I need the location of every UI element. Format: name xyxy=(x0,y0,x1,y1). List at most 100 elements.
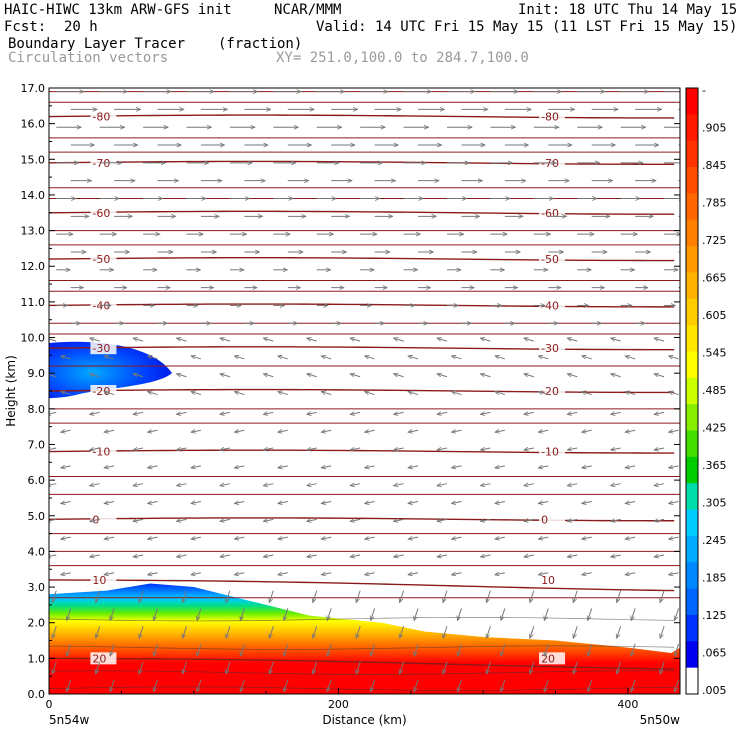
wind-vector xyxy=(394,484,404,486)
wind-vector xyxy=(588,608,593,620)
wind-vector xyxy=(176,448,187,450)
wind-vector xyxy=(669,502,679,504)
wind-vector xyxy=(625,537,636,539)
wind-vector xyxy=(176,519,187,521)
colorbar-swatch xyxy=(686,140,698,168)
wind-vector xyxy=(176,338,187,341)
wind-vector xyxy=(104,537,115,539)
wind-vector xyxy=(611,484,621,486)
wind-vector xyxy=(617,590,622,603)
wind-vector xyxy=(61,537,71,539)
wind-vector xyxy=(669,537,679,539)
wind-vector xyxy=(220,519,231,521)
contour-label: 0 xyxy=(541,513,548,526)
colorbar-swatch xyxy=(686,483,698,511)
wind-vector xyxy=(133,484,144,486)
y-tick-label: 12.0 xyxy=(21,260,46,273)
wind-vector xyxy=(139,626,144,638)
wind-vector xyxy=(371,679,376,692)
y-tick-label: 3.0 xyxy=(28,581,46,594)
wind-vector xyxy=(631,643,636,656)
colorbar-label: .725 xyxy=(702,234,727,247)
wind-vector xyxy=(669,430,679,432)
colorbar-swatch xyxy=(686,588,698,616)
wind-vector xyxy=(495,430,505,432)
wind-vector xyxy=(321,356,332,359)
colorbar-frame xyxy=(685,87,699,695)
colorbar-label: .605 xyxy=(702,309,727,322)
wind-vector xyxy=(669,356,679,359)
wind-vector xyxy=(573,590,578,603)
wind-vector xyxy=(263,555,274,557)
x-axis-label: Distance (km) xyxy=(322,713,406,727)
wind-vector xyxy=(307,555,317,557)
colorbar-swatch xyxy=(686,272,698,300)
init-time: Init: 18 UTC Thu 14 May 15 xyxy=(518,2,738,18)
wind-vector xyxy=(133,374,144,377)
wind-vector xyxy=(321,430,332,432)
contour-label: -40 xyxy=(541,299,559,312)
isotherm-contour xyxy=(49,114,675,119)
wind-vector xyxy=(582,392,592,395)
wind-vector xyxy=(480,448,491,450)
wind-vector xyxy=(654,338,665,341)
wind-vector xyxy=(365,392,375,395)
wind-vector xyxy=(220,484,231,486)
contour-label: -50 xyxy=(92,253,110,266)
wind-vector xyxy=(313,590,318,603)
wind-vector xyxy=(220,374,231,377)
colorbar: - .905 .845 .785 .725 .665 .605 .545 .485 .425 .36… xyxy=(685,84,727,697)
wind-vector xyxy=(495,502,505,504)
wind-vector xyxy=(90,374,100,377)
wind-vector xyxy=(660,590,665,603)
wind-vector xyxy=(400,661,405,674)
wind-vector xyxy=(451,392,462,395)
wind-vector xyxy=(631,679,636,692)
wind-vector xyxy=(61,573,71,575)
wind-vector xyxy=(625,466,636,468)
wind-vector xyxy=(437,374,448,377)
wind-vector xyxy=(437,555,448,557)
wind-vector xyxy=(96,626,101,638)
wind-vector xyxy=(611,412,621,414)
wind-vector xyxy=(567,412,578,414)
wind-vector xyxy=(625,356,636,359)
wind-vector xyxy=(110,608,115,620)
wind-vector xyxy=(313,626,318,638)
y-tick-label: 17.0 xyxy=(21,82,46,95)
wind-vector xyxy=(263,374,274,377)
wind-vector xyxy=(538,573,549,575)
wind-vector xyxy=(350,555,361,557)
wind-vector xyxy=(501,608,506,620)
wind-vector xyxy=(495,466,505,468)
contour-label-bg xyxy=(539,573,566,586)
wind-vector xyxy=(90,448,100,450)
wind-vector xyxy=(365,430,375,432)
colorbar-label: .005 xyxy=(702,684,727,697)
wind-vector xyxy=(567,448,578,450)
wind-vector xyxy=(660,626,665,638)
colorbar-label: .905 xyxy=(702,122,727,135)
colorbar-swatch xyxy=(686,641,698,669)
wind-vector xyxy=(495,573,505,575)
y-tick-label: 15.0 xyxy=(21,153,46,166)
wind-vector xyxy=(524,519,534,521)
x-tick-label: 0 xyxy=(46,698,53,711)
wind-vector xyxy=(307,412,317,414)
wind-vector xyxy=(133,448,144,450)
wind-vector xyxy=(327,643,332,656)
wind-vector xyxy=(49,338,57,341)
wind-vector xyxy=(371,608,376,620)
wind-vector xyxy=(350,338,361,341)
wind-vector xyxy=(278,392,288,395)
axes: 0.0 1.0 2.0 3.0 4.0 5.0 6.0 7.0 8.0 9.0 10.0 11.0 12… xyxy=(4,82,681,727)
wind-vector xyxy=(307,448,317,450)
wind-vector xyxy=(495,356,506,359)
colorbar-label: .245 xyxy=(702,534,727,547)
wind-vector xyxy=(234,573,245,575)
wind-vector xyxy=(582,356,592,359)
y-tick-label: 1.0 xyxy=(28,652,46,665)
wind-vector xyxy=(611,519,621,521)
wind-vector xyxy=(182,590,187,603)
wind-vector xyxy=(90,555,100,557)
